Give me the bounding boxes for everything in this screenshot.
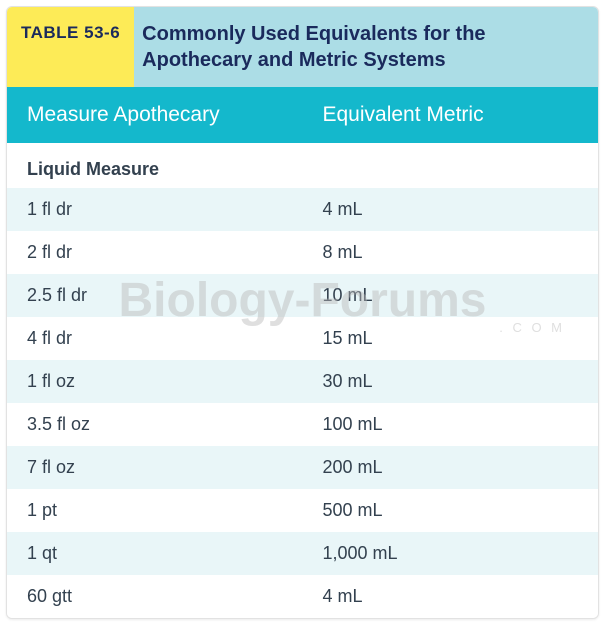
cell-metric: 10 mL	[303, 274, 599, 317]
cell-metric: 200 mL	[303, 446, 599, 489]
cell-apothecary: 4 fl dr	[7, 317, 303, 360]
cell-apothecary: 60 gtt	[7, 575, 303, 618]
cell-apothecary: 1 fl dr	[7, 188, 303, 231]
cell-apothecary: 2.5 fl dr	[7, 274, 303, 317]
table-title: Commonly Used Equivalents for the Apothe…	[134, 7, 598, 87]
table-row: 2 fl dr8 mL	[7, 231, 598, 274]
cell-metric: 4 mL	[303, 188, 599, 231]
cell-apothecary: 2 fl dr	[7, 231, 303, 274]
title-row: TABLE 53-6 Commonly Used Equivalents for…	[7, 7, 598, 87]
cell-apothecary: 1 pt	[7, 489, 303, 532]
table-body: 1 fl dr4 mL2 fl dr8 mL2.5 fl dr10 mL4 fl…	[7, 188, 598, 618]
table-row: 1 fl oz30 mL	[7, 360, 598, 403]
cell-metric: 15 mL	[303, 317, 599, 360]
column-header-row: Measure Apothecary Equivalent Metric	[7, 87, 598, 143]
table-row: 7 fl oz200 mL	[7, 446, 598, 489]
cell-metric: 500 mL	[303, 489, 599, 532]
section-subhead: Liquid Measure	[7, 143, 598, 188]
cell-apothecary: 7 fl oz	[7, 446, 303, 489]
column-header-apothecary: Measure Apothecary	[7, 87, 303, 143]
cell-apothecary: 1 qt	[7, 532, 303, 575]
column-header-metric: Equivalent Metric	[303, 87, 599, 143]
cell-metric: 30 mL	[303, 360, 599, 403]
cell-apothecary: 3.5 fl oz	[7, 403, 303, 446]
cell-apothecary: 1 fl oz	[7, 360, 303, 403]
page-container: TABLE 53-6 Commonly Used Equivalents for…	[0, 0, 605, 625]
cell-metric: 8 mL	[303, 231, 599, 274]
table-row: 1 pt500 mL	[7, 489, 598, 532]
table-row: 3.5 fl oz100 mL	[7, 403, 598, 446]
cell-metric: 100 mL	[303, 403, 599, 446]
table-card: TABLE 53-6 Commonly Used Equivalents for…	[6, 6, 599, 619]
table-row: 1 qt1,000 mL	[7, 532, 598, 575]
table-number: TABLE 53-6	[7, 7, 134, 87]
cell-metric: 1,000 mL	[303, 532, 599, 575]
table-row: 1 fl dr4 mL	[7, 188, 598, 231]
table-row: 2.5 fl dr10 mL	[7, 274, 598, 317]
table-row: 60 gtt4 mL	[7, 575, 598, 618]
table-row: 4 fl dr15 mL	[7, 317, 598, 360]
cell-metric: 4 mL	[303, 575, 599, 618]
